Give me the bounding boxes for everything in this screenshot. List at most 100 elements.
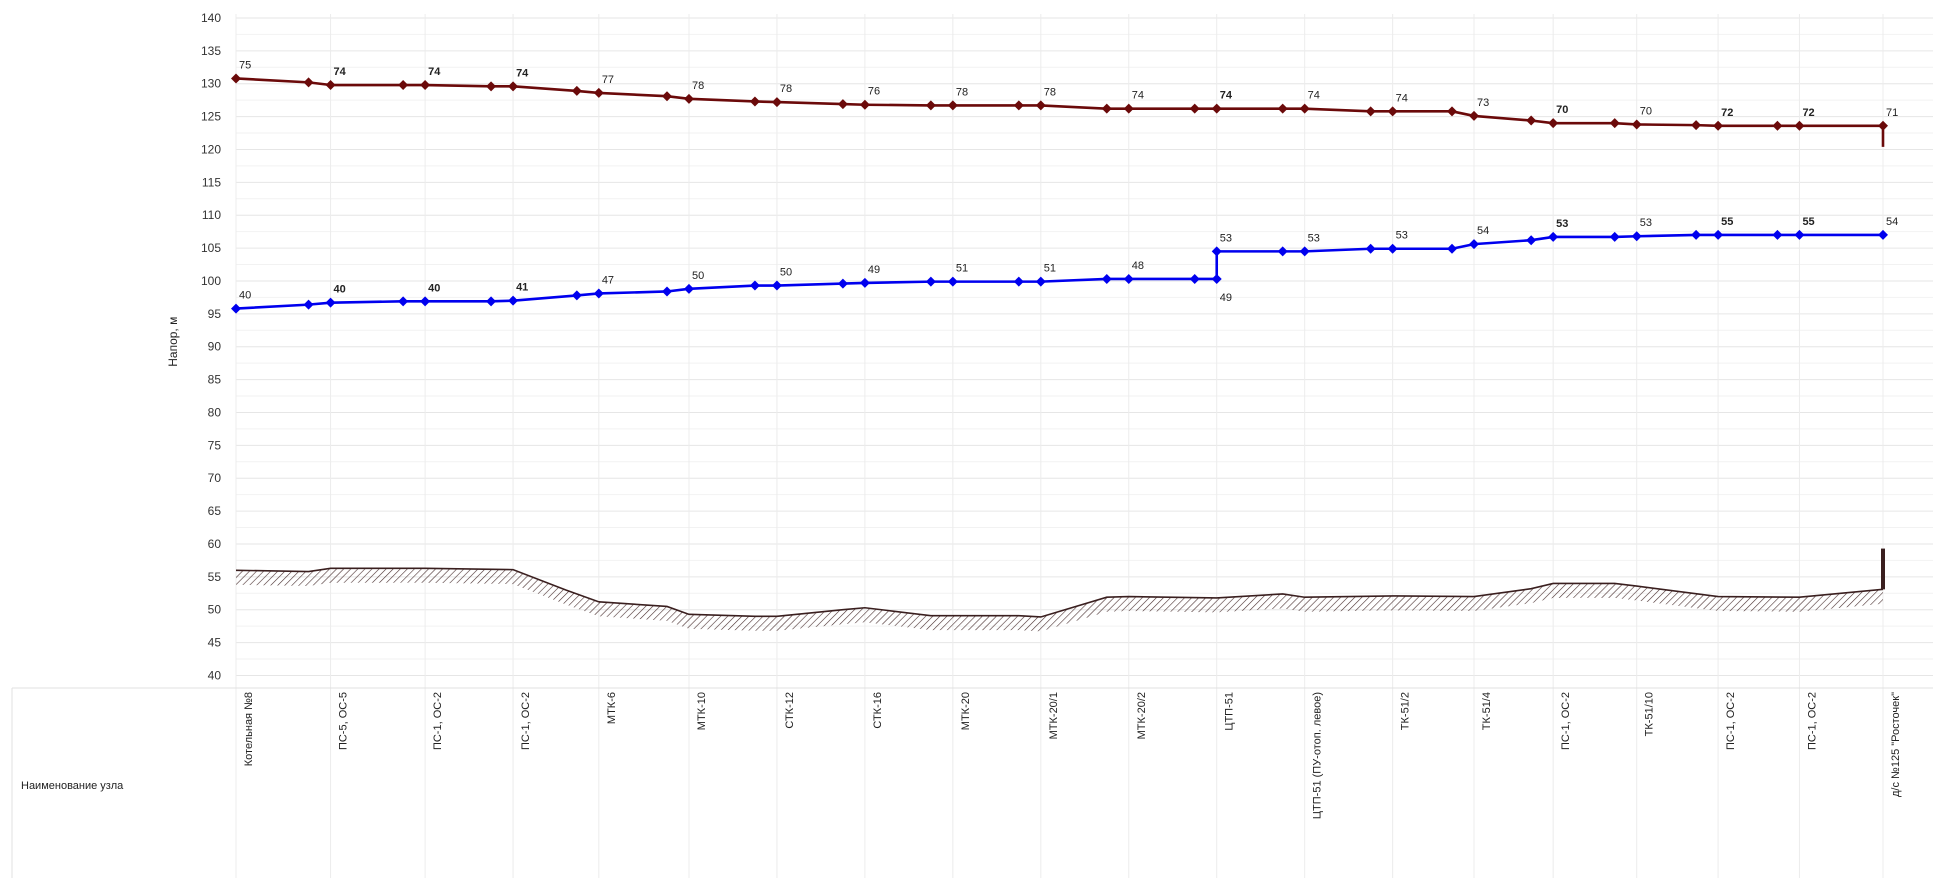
data-label: 55 <box>1721 216 1733 228</box>
series-point <box>859 277 870 288</box>
node-table: Наименование узла Котельная №8 ПС-5, ОС-5… <box>21 692 1902 819</box>
node-name: Котельная №8 <box>243 692 255 766</box>
series-point <box>1277 246 1288 257</box>
data-label: 41 <box>516 282 528 294</box>
data-label: 40 <box>428 282 440 294</box>
node-row-label: Наименование узла <box>21 780 124 792</box>
series-point <box>571 290 582 301</box>
series-point <box>486 296 497 307</box>
data-label: 53 <box>1308 232 1320 244</box>
series-point <box>1035 276 1046 287</box>
data-label: 50 <box>692 270 704 282</box>
series-point <box>1548 231 1559 242</box>
y-tick-label: 135 <box>201 44 221 58</box>
series-point <box>1299 103 1310 114</box>
data-label: 50 <box>780 267 792 279</box>
series-point <box>859 99 870 110</box>
data-label: 78 <box>1044 86 1056 98</box>
data-label: 51 <box>1044 263 1056 275</box>
data-label: 74 <box>1308 90 1320 102</box>
series-point <box>1609 118 1620 129</box>
terrain-hatch <box>236 568 1883 632</box>
node-name: МТК-20 <box>960 692 972 730</box>
y-axis-label: Напор, м <box>166 317 180 367</box>
series-point <box>1794 229 1805 240</box>
series-point <box>1794 120 1805 131</box>
y-tick-label: 65 <box>208 504 222 518</box>
series-point <box>1772 229 1783 240</box>
data-label: 72 <box>1721 107 1733 119</box>
data-label: 74 <box>1396 92 1408 104</box>
y-tick-label: 120 <box>201 142 221 156</box>
data-label: 48 <box>1132 260 1144 272</box>
series-point <box>508 295 519 306</box>
y-tick-label: 115 <box>202 175 221 189</box>
series-point <box>947 276 958 287</box>
series-point <box>398 80 409 91</box>
y-tick-label: 140 <box>201 11 221 25</box>
series-point <box>1878 229 1888 240</box>
data-label: 76 <box>868 86 880 98</box>
gridlines <box>11 14 1933 878</box>
series-point <box>1713 229 1724 240</box>
node-name: д/с №125 "Росточек" <box>1890 692 1902 797</box>
y-tick-label: 125 <box>201 110 221 124</box>
series-point <box>837 278 848 289</box>
data-label: 74 <box>516 67 529 79</box>
data-label: 54 <box>1477 225 1489 237</box>
data-label: 49 <box>868 264 880 276</box>
node-name: ЦТП-51 <box>1224 692 1236 731</box>
y-tick-label: 45 <box>208 636 222 650</box>
node-name: СТК-16 <box>872 692 884 729</box>
node-name: ТК-51/10 <box>1644 692 1656 736</box>
y-tick-label: 60 <box>208 537 222 551</box>
series-point <box>1123 103 1134 114</box>
data-label: 74 <box>1220 90 1233 102</box>
y-axis-ticks: 40 45 50 55 60 65 70 75 80 85 90 95 100 105 110 115 120 1… <box>201 11 221 683</box>
data-label: 74 <box>1132 90 1144 102</box>
node-name: ПС-5, ОС-5 <box>338 692 350 750</box>
data-label: 78 <box>956 86 968 98</box>
series-point <box>1101 103 1112 114</box>
series-point <box>1299 246 1310 257</box>
series-point <box>1013 276 1024 287</box>
y-tick-label: 75 <box>208 438 222 452</box>
data-label: 51 <box>956 263 968 275</box>
series-point <box>398 296 409 307</box>
data-label: 55 <box>1802 216 1814 228</box>
data-label: 78 <box>780 83 792 95</box>
series-point <box>683 93 694 104</box>
series-point <box>1123 273 1134 284</box>
series-point <box>1447 106 1458 117</box>
series-point <box>1189 273 1200 284</box>
series-point <box>1526 115 1537 126</box>
y-tick-label: 70 <box>208 471 222 485</box>
series-point <box>1277 103 1288 114</box>
data-label: 40 <box>239 290 251 302</box>
series-point <box>749 96 760 107</box>
series-point <box>1772 120 1783 131</box>
series-point <box>231 303 241 314</box>
y-tick-label: 55 <box>208 570 222 584</box>
series-point <box>925 276 936 287</box>
y-tick-label: 85 <box>208 373 222 387</box>
series-point <box>771 280 782 291</box>
node-name: МТК-10 <box>696 692 708 730</box>
series-point <box>947 100 958 111</box>
series-point <box>1211 246 1222 257</box>
data-label: 49 <box>1220 292 1232 304</box>
series-point <box>486 81 497 92</box>
node-name: ПС-1, ОС-2 <box>1560 692 1572 750</box>
series-point <box>1609 231 1620 242</box>
node-name: МТК-20/1 <box>1048 692 1060 739</box>
y-tick-label: 80 <box>208 405 222 419</box>
series-point <box>661 91 672 102</box>
y-tick-label: 105 <box>201 241 221 255</box>
series-point <box>1691 229 1702 240</box>
series-point <box>1713 120 1724 131</box>
series-point <box>593 87 604 98</box>
data-label: 74 <box>334 66 347 78</box>
series-point <box>1035 100 1046 111</box>
series-point <box>231 73 241 84</box>
series-point <box>661 286 672 297</box>
